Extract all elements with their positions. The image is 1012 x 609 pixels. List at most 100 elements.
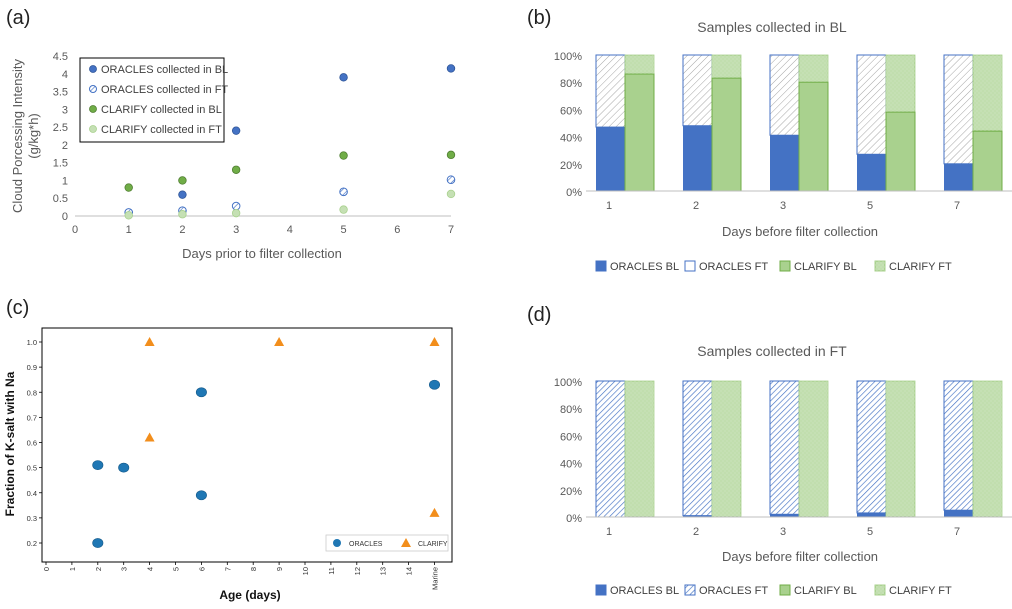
panel-a-y-tick: 1.5 bbox=[53, 158, 68, 170]
panel-a-legend: ORACLES collected in BL ORACLES collecte… bbox=[79, 57, 228, 143]
panel-a-x-tick: 3 bbox=[233, 224, 239, 236]
panel-d-legend: ORACLES BL ORACLES FT CLARIFY BL CLARIFY FT bbox=[595, 584, 952, 597]
pd-bar-clarify-ft bbox=[798, 380, 829, 518]
pb-bar-clarify-bl bbox=[885, 111, 916, 192]
pb-legend-oracles-bl: ORACLES BL bbox=[610, 261, 679, 273]
panel-c-point-oracles bbox=[428, 379, 440, 390]
pb-bar-oracles-ft bbox=[943, 54, 974, 165]
pb-x-tick: 1 bbox=[606, 200, 612, 212]
pb-bar-clarify-ft bbox=[798, 54, 829, 83]
pd-bar-clarify-ft bbox=[972, 380, 1003, 518]
legend-clarify-ft-marker bbox=[89, 125, 97, 133]
pd-legend-swatch-clarify-bl bbox=[779, 584, 791, 596]
panel-c-y-tick: 0.5 bbox=[27, 464, 37, 473]
panel-a-x-tick: 2 bbox=[179, 224, 185, 236]
pd-bar-oracles-ft bbox=[856, 380, 887, 514]
panel-a-y-tick: 2.5 bbox=[53, 122, 68, 134]
pb-bar-oracles-ft bbox=[682, 54, 713, 127]
pd-x-tick: 5 bbox=[867, 526, 873, 538]
panel-c-y-tick: 0.7 bbox=[27, 413, 37, 422]
panel-c-x-tick: 4 bbox=[146, 567, 155, 571]
pd-x-tick: 7 bbox=[954, 526, 960, 538]
panel-c-x-tick: 12 bbox=[353, 567, 362, 575]
legend-oracles-ft: ORACLES collected in FT bbox=[101, 84, 228, 96]
panel-a-chart: 0 1 2 3 4 5 6 7 0 0.5 1 1.5 2 2.5 3 3.5 4 4.5 Days prior … bbox=[10, 51, 456, 261]
pb-legend-swatch-clarify-bl bbox=[779, 260, 791, 272]
pb-legend-clarify-ft: CLARIFY FT bbox=[889, 261, 952, 273]
panel-c-y-tick: 0.6 bbox=[27, 439, 37, 448]
pd-bar-oracles-bl bbox=[857, 512, 886, 517]
pd-bar-clarify-ft bbox=[885, 380, 916, 518]
pb-legend-clarify-bl: CLARIFY BL bbox=[794, 261, 857, 273]
panel-b-chart: Samples collected in BL 0% 20% 40% 60% 80% 10… bbox=[554, 19, 1012, 273]
panel-a-point-clarify-bl bbox=[124, 183, 133, 192]
panel-d-label: (d) bbox=[527, 304, 551, 326]
pd-y-tick: 0% bbox=[566, 513, 582, 525]
pd-bar-clarify-ft bbox=[624, 380, 655, 518]
panel-c-x-tick: 6 bbox=[197, 567, 206, 571]
pb-bar-clarify-bl bbox=[798, 81, 829, 192]
pd-y-tick: 60% bbox=[560, 431, 582, 443]
panel-a-point-clarify-ft bbox=[231, 208, 241, 218]
panel-a-x-tick: 0 bbox=[72, 224, 78, 236]
pb-x-tick: 5 bbox=[867, 200, 873, 212]
pb-x-tick: 2 bbox=[693, 200, 699, 212]
panel-b-legend: ORACLES BL ORACLES FT CLARIFY BL CLARIFY FT bbox=[595, 260, 952, 273]
pb-x-tick: 3 bbox=[780, 200, 786, 212]
panel-a-point-oracles-ft bbox=[231, 201, 241, 211]
pd-y-tick: 20% bbox=[560, 486, 582, 498]
pb-bar-oracles-bl bbox=[770, 135, 799, 191]
pb-bar-clarify-ft bbox=[711, 54, 742, 79]
pd-bar-oracles-ft bbox=[769, 380, 800, 515]
panel-a-x-tick: 4 bbox=[287, 224, 293, 236]
pb-bar-oracles-bl bbox=[683, 125, 712, 191]
panel-c-x-tick: 13 bbox=[379, 567, 388, 575]
panel-c-x-tick: 8 bbox=[249, 567, 258, 571]
panel-a-point-clarify-ft bbox=[178, 210, 187, 219]
legend-oracles-bl: ORACLES collected in BL bbox=[101, 64, 228, 76]
panel-a-point-oracles-ft bbox=[339, 187, 348, 197]
panel-c-x-tick: 2 bbox=[94, 567, 103, 571]
legend-oracles-ft-marker bbox=[89, 85, 97, 93]
panel-c-plot-frame bbox=[41, 327, 453, 563]
panel-a-x-axis-label: Days prior to filter collection bbox=[182, 246, 342, 261]
panel-a-point-oracles-bl bbox=[339, 73, 348, 82]
panel-c-x-tick: 10 bbox=[301, 567, 310, 575]
panel-c-chart: 0 1 2 3 4 5 6 7 8 9 10 11 12 13 14 Marine0.20.30.40.50.… bbox=[3, 327, 453, 602]
legend-oracles-bl-marker bbox=[89, 65, 97, 73]
panel-c-x-tick: 14 bbox=[405, 567, 414, 575]
legend-clarify-ft: CLARIFY collected in FT bbox=[101, 124, 222, 136]
pb-bar-oracles-bl bbox=[857, 154, 886, 191]
panel-c-x-tick: 9 bbox=[275, 567, 284, 571]
pd-bar-clarify-ft bbox=[711, 380, 742, 518]
pb-legend-swatch-clarify-ft bbox=[874, 260, 886, 272]
panel-c-point-oracles bbox=[118, 462, 130, 473]
pd-y-tick: 40% bbox=[560, 459, 582, 471]
panel-c-point-clarify bbox=[144, 337, 155, 346]
pd-legend-swatch-oracles-ft bbox=[684, 584, 696, 596]
panel-c-x-tick: 11 bbox=[327, 567, 336, 575]
panel-a-y-axis-label-line2: (g/kg*h) bbox=[26, 113, 41, 159]
panel-c-point-clarify bbox=[274, 337, 285, 346]
panel-c-y-tick: 0.9 bbox=[27, 363, 37, 372]
panel-a-y-tick: 2 bbox=[62, 140, 68, 152]
panel-a-x-tick: 1 bbox=[126, 224, 132, 236]
panel-c-y-tick: 0.2 bbox=[27, 539, 37, 548]
panel-c-x-tick: 1 bbox=[68, 567, 77, 571]
panel-a-point-clarify-bl bbox=[339, 151, 348, 160]
panel-c-y-axis-label: Fraction of K-salt with Na bbox=[3, 371, 17, 516]
pd-legend-oracles-ft: ORACLES FT bbox=[699, 585, 768, 597]
pb-y-tick: 0% bbox=[566, 187, 582, 199]
pb-bar-oracles-bl bbox=[596, 127, 625, 191]
panel-a-x-tick: 5 bbox=[341, 224, 347, 236]
pd-x-tick: 3 bbox=[780, 526, 786, 538]
pd-x-tick: 2 bbox=[693, 526, 699, 538]
legend-oracles-marker-c bbox=[333, 539, 341, 547]
panel-a-x-tick: 6 bbox=[394, 224, 400, 236]
panel-a-point-clarify-ft bbox=[339, 205, 348, 214]
panel-d-chart: Samples collected in FT 0% 20% 40% 60% 80% 10… bbox=[554, 343, 1012, 597]
pb-y-tick: 60% bbox=[560, 105, 582, 117]
panel-a-y-tick: 1 bbox=[62, 175, 68, 187]
pd-legend-clarify-ft: CLARIFY FT bbox=[889, 585, 952, 597]
panel-a-point-oracles-ft bbox=[446, 175, 456, 185]
